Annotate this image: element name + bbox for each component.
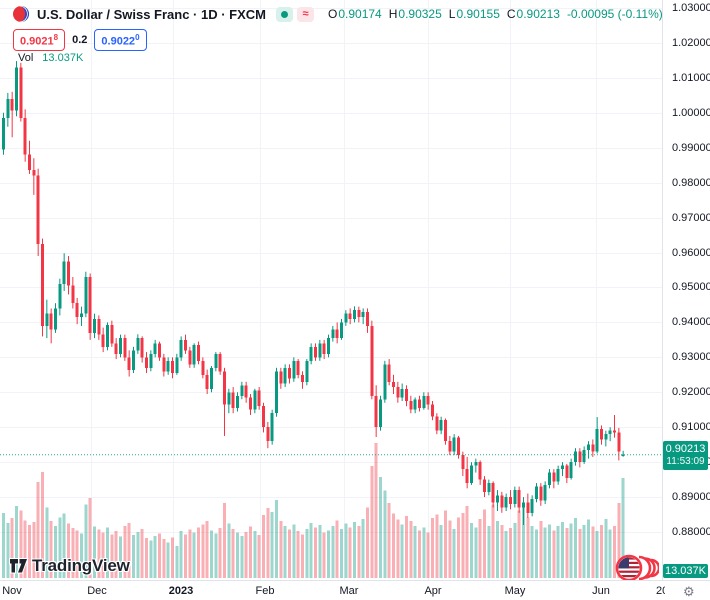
ask-badge[interactable]: 0.90220 bbox=[94, 29, 147, 51]
price-tick-label: 0.92000 bbox=[672, 386, 710, 399]
market-open-icon[interactable] bbox=[276, 6, 293, 22]
fxcm-logo-icon bbox=[13, 5, 29, 23]
time-axis-label: Mar bbox=[339, 585, 359, 597]
flag-pulse-icon bbox=[615, 553, 661, 588]
bid-badge[interactable]: 0.90218 bbox=[13, 29, 66, 51]
time-axis-label: Nov bbox=[2, 585, 22, 597]
time-axis[interactable]: 20 ⚙ Nov Dec 2023 Feb Mar Apr May Jun bbox=[0, 580, 710, 600]
low-value: 0.90155 bbox=[456, 7, 500, 21]
price-tick-label: 0.96000 bbox=[672, 246, 710, 259]
price-tick-label: 0.94000 bbox=[672, 316, 710, 329]
time-axis-label: Dec bbox=[87, 585, 107, 597]
price-tick-label: 1.01000 bbox=[672, 71, 710, 84]
price-axis[interactable]: 1.03000 1.02000 1.01000 1.00000 0.99000 0.980… bbox=[662, 0, 710, 580]
bar-countdown: 11:53:09 bbox=[666, 455, 705, 467]
settings-gear-icon[interactable]: ⚙ bbox=[683, 584, 695, 599]
last-price-value: 0.90213 bbox=[665, 442, 706, 455]
low-label: L bbox=[448, 7, 456, 21]
delayed-data-icon[interactable]: ≈ bbox=[297, 6, 314, 22]
watermark-label: TradingView bbox=[32, 555, 130, 575]
time-axis-label: Apr bbox=[424, 585, 442, 597]
price-tick-label: 0.91000 bbox=[672, 421, 710, 434]
time-axis-label: Feb bbox=[255, 585, 275, 597]
open-value: 0.90174 bbox=[338, 7, 382, 21]
time-axis-label: Jun bbox=[592, 585, 610, 597]
price-tick-label: 0.89000 bbox=[672, 491, 710, 504]
high-value: 0.90325 bbox=[398, 7, 442, 21]
price-tick-label: 0.97000 bbox=[672, 211, 710, 224]
tradingview-watermark[interactable]: TradingView bbox=[8, 555, 130, 576]
tv-logo-icon bbox=[9, 558, 29, 574]
price-tick-label: 0.88000 bbox=[672, 526, 710, 538]
price-tick-label: 0.95000 bbox=[672, 281, 710, 294]
last-price-badge[interactable]: 0.90213 11:53:09 bbox=[663, 440, 708, 470]
close-value: 0.90213 bbox=[516, 7, 560, 21]
time-axis-label: May bbox=[504, 585, 526, 597]
symbol-title[interactable]: U.S. Dollar / Swiss Franc · 1D · FXCM bbox=[37, 6, 266, 22]
ohlc-readout: O 0.90174 H 0.90325 L 0.90155 C 0.90213 … bbox=[328, 7, 663, 21]
price-tick-label: 1.02000 bbox=[672, 36, 710, 49]
volume-value: 13.037K bbox=[42, 52, 84, 64]
price-tick-label: 0.93000 bbox=[672, 351, 710, 364]
price-tick-label: 0.98000 bbox=[672, 176, 710, 189]
open-label: O bbox=[328, 7, 338, 21]
price-tick-label: 0.99000 bbox=[672, 141, 710, 154]
time-axis-label: 2023 bbox=[168, 585, 194, 597]
price-tick-label: 1.00000 bbox=[672, 106, 710, 119]
spread-value: 0.2 bbox=[72, 33, 88, 46]
change-value: -0.00095 (-0.11%) bbox=[566, 7, 663, 21]
clipped-date-label: 20 bbox=[656, 585, 665, 597]
symbol-header: U.S. Dollar / Swiss Franc · 1D · FXCM ≈ … bbox=[12, 5, 663, 23]
volume-readout: Vol 13.037K bbox=[18, 52, 83, 64]
volume-axis-badge: 13.037K bbox=[663, 564, 708, 578]
close-label: C bbox=[506, 7, 516, 21]
high-label: H bbox=[388, 7, 398, 21]
volume-label: Vol bbox=[18, 52, 34, 64]
price-tick-label: 1.03000 bbox=[672, 2, 710, 14]
quote-row: 0.90218 0.2 0.90220 bbox=[13, 29, 147, 51]
